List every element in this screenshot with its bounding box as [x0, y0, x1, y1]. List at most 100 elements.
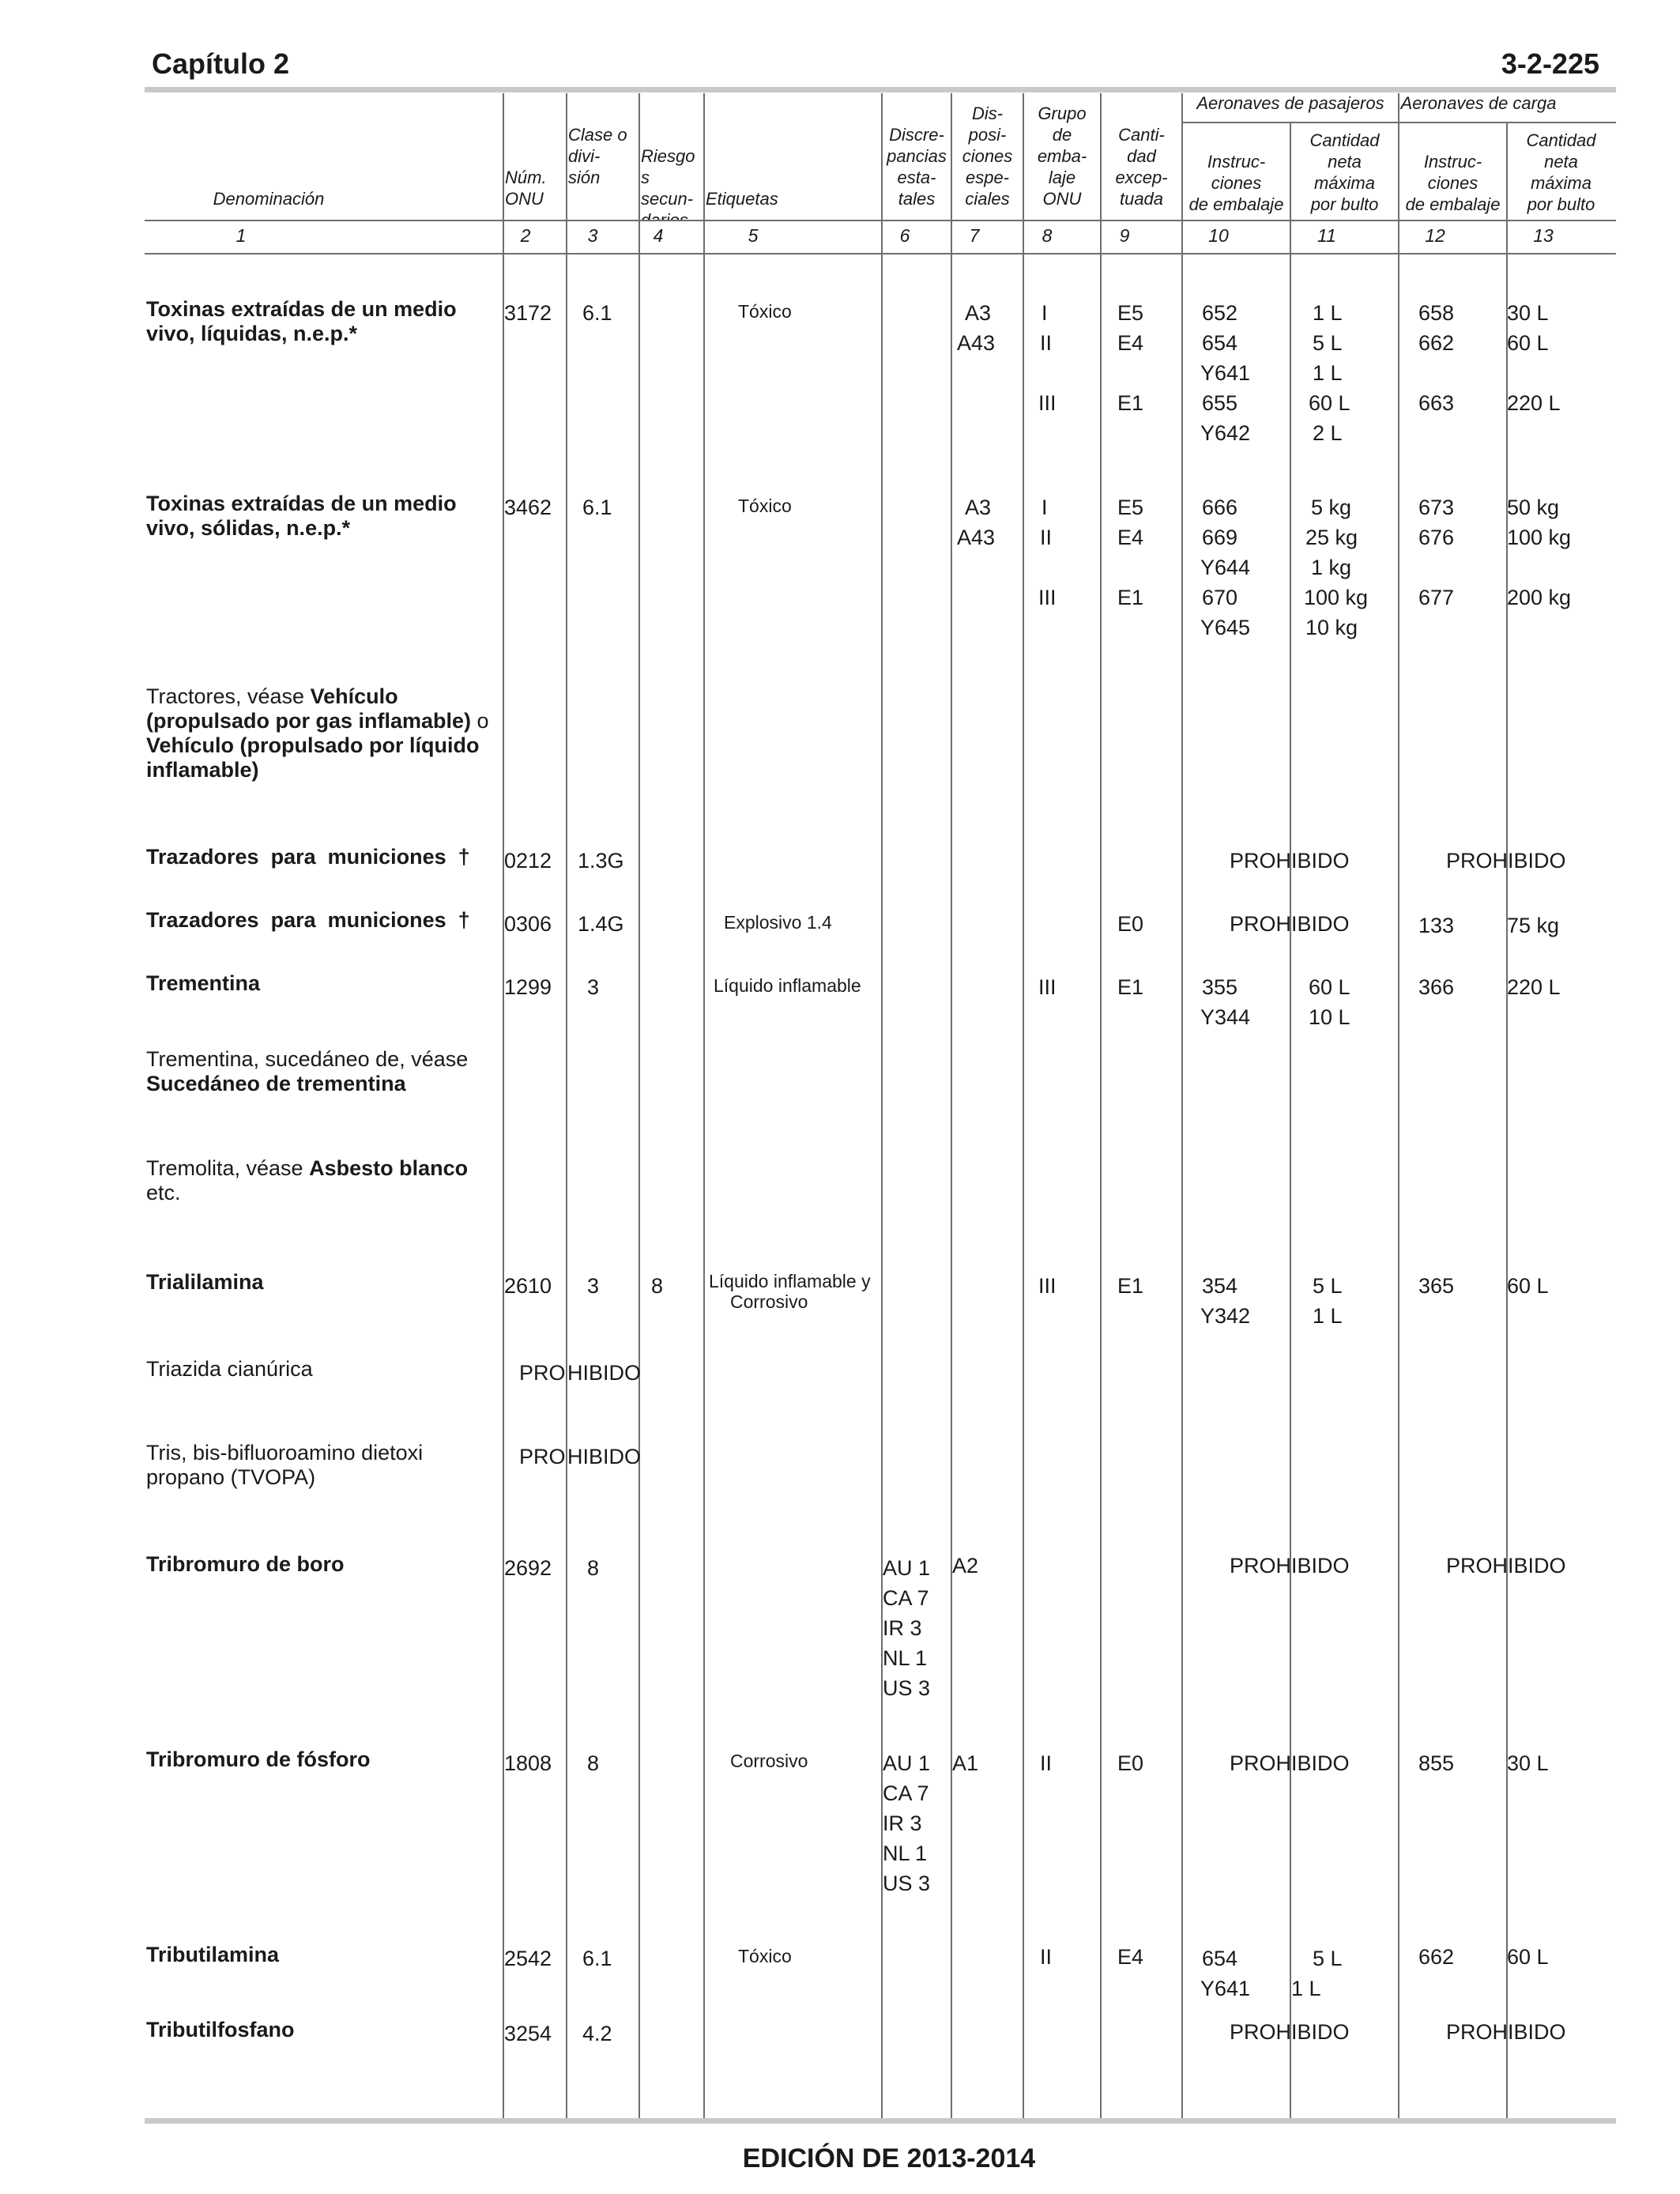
- state-variation: AU 1: [883, 1751, 931, 1775]
- cargo-quantity: 200 kg: [1507, 586, 1572, 609]
- label: Líquido inflamable: [714, 975, 861, 996]
- state-variation: IR 3: [883, 1616, 922, 1640]
- col-group-pasajeros: Aeronaves de pasajeros: [1196, 93, 1384, 113]
- state-variation: NL 1: [883, 1842, 928, 1865]
- pax-prohibited: IBIDO: [1291, 1554, 1350, 1578]
- col-num-onu: Núm. ONU: [505, 168, 547, 209]
- col-grupo: Grupo de emba-laje ONU: [1037, 104, 1087, 209]
- label: Explosivo 1.4: [724, 912, 832, 933]
- excepted-qty: E4: [1117, 1945, 1144, 1969]
- col-number: 12: [1425, 225, 1445, 246]
- substance-name: Trialilamina: [146, 1270, 264, 1294]
- pax-prohibited: IBIDO: [1291, 1751, 1350, 1775]
- cargo-instruction: 673: [1418, 496, 1455, 519]
- col-number: 1: [235, 225, 247, 246]
- excepted-qty: E5: [1117, 496, 1144, 519]
- packing-group: II: [1040, 526, 1053, 549]
- cargo-quantity: 100 kg: [1507, 526, 1572, 549]
- state-variation: AU 1: [883, 1556, 931, 1580]
- state-variation: CA 7: [883, 1586, 929, 1610]
- pax-instruction: 669: [1202, 526, 1238, 549]
- pax-prohibited: IBIDO: [1291, 912, 1350, 936]
- pax-instruction: Y645: [1200, 616, 1251, 639]
- pax-instruction: Y344: [1200, 1005, 1251, 1029]
- special-provision: A43: [957, 526, 996, 549]
- packing-group: III: [1038, 975, 1057, 999]
- cargo-prohibited: IBIDO: [1508, 849, 1566, 873]
- pax-prohibited: PROH: [1230, 912, 1292, 936]
- col-number: 4: [653, 225, 664, 246]
- cargo-instruction: 677: [1418, 586, 1455, 609]
- label: Corrosivo: [730, 1751, 808, 1771]
- label: Líquido inflamable y: [709, 1271, 871, 1291]
- hazard-class: 4.2: [582, 2022, 612, 2045]
- hazard-class: 1.3G: [578, 849, 624, 873]
- hazard-class: 1.4G: [578, 912, 624, 936]
- un-number: 2610: [504, 1274, 552, 1298]
- hazard-class: 6.1: [582, 496, 612, 519]
- cargo-instruction: 133: [1418, 914, 1455, 937]
- pax-instruction: Y342: [1200, 1304, 1251, 1328]
- excepted-qty: E0: [1117, 912, 1144, 936]
- prohibited: HIBIDO: [567, 1361, 642, 1385]
- packing-group: III: [1038, 391, 1057, 415]
- col-discrepancias: Discre-pancias esta-tales: [887, 125, 947, 209]
- substance-name: Trazadores para municiones †: [146, 845, 470, 869]
- cargo-instruction: 366: [1418, 975, 1455, 999]
- substance-name: Trazadores para municiones †: [146, 908, 470, 932]
- cargo-prohibited: PROH: [1446, 1554, 1509, 1578]
- pax-prohibited: PROH: [1230, 849, 1292, 873]
- special-provision: A2: [952, 1554, 979, 1578]
- state-variation: US 3: [883, 1872, 931, 1895]
- col-number: 13: [1533, 225, 1554, 246]
- hazard-class: 3: [587, 975, 600, 999]
- cargo-instruction: 676: [1418, 526, 1455, 549]
- prohibited: PRO: [519, 1361, 566, 1385]
- special-provision: A43: [957, 331, 996, 355]
- hazard-class: 3: [587, 1274, 600, 1298]
- pax-quantity: 1 kg: [1311, 556, 1352, 579]
- un-number: 3254: [504, 2022, 552, 2045]
- cargo-quantity: 30 L: [1507, 1751, 1549, 1775]
- label: Corrosivo: [730, 1291, 808, 1312]
- cargo-instruction: 855: [1418, 1751, 1455, 1775]
- excepted-qty: E0: [1117, 1751, 1144, 1775]
- state-variation: NL 1: [883, 1646, 928, 1670]
- pax-quantity: 5 L: [1313, 331, 1343, 355]
- col-pax-cantidad: Cantidad neta máxima por bulto: [1309, 130, 1380, 214]
- col-denominacion: Denominación: [213, 189, 325, 209]
- pax-instruction: Y641: [1200, 1977, 1251, 2000]
- col-disposiciones: Dis-posi-ciones espe-ciales: [962, 104, 1013, 209]
- packing-group: III: [1038, 1274, 1057, 1298]
- excepted-qty: E1: [1117, 975, 1144, 999]
- footer-rule: [145, 2118, 1616, 2124]
- pax-instruction: 654: [1202, 331, 1238, 355]
- cross-reference: Trementina, sucedáneo de, véase Sucedáne…: [146, 1047, 469, 1095]
- un-number: 3172: [504, 301, 552, 325]
- un-number: 3462: [504, 496, 552, 519]
- pax-quantity: 1 L: [1313, 301, 1343, 325]
- pax-quantity: 60 L: [1309, 391, 1350, 415]
- un-number: 0212: [504, 849, 552, 873]
- pax-instruction: 655: [1202, 391, 1238, 415]
- pax-instruction: 355: [1202, 975, 1238, 999]
- subsidiary-risk: 8: [651, 1274, 664, 1298]
- substance-name: Tris, bis-bifluoroamino dietoxi propano (…: [146, 1441, 424, 1489]
- un-number: 2692: [504, 1556, 552, 1580]
- col-cargo-instrucciones: Instruc-ciones de embalaje: [1405, 152, 1501, 214]
- prohibited: HIBIDO: [567, 1445, 642, 1468]
- cargo-quantity: 220 L: [1507, 975, 1561, 999]
- substance-name: Trementina: [146, 971, 261, 995]
- pax-instruction: 666: [1202, 496, 1238, 519]
- cargo-quantity: 220 L: [1507, 391, 1561, 415]
- special-provision: A3: [965, 496, 992, 519]
- hazard-class: 6.1: [582, 301, 612, 325]
- pax-instruction: Y641: [1200, 361, 1251, 385]
- pax-instruction: 654: [1202, 1947, 1238, 1970]
- hazard-class: 6.1: [582, 1947, 612, 1970]
- col-number: 5: [748, 225, 759, 246]
- excepted-qty: E4: [1117, 526, 1144, 549]
- substance-name: Tributilfosfano: [146, 2018, 295, 2041]
- un-number: 0306: [504, 912, 552, 936]
